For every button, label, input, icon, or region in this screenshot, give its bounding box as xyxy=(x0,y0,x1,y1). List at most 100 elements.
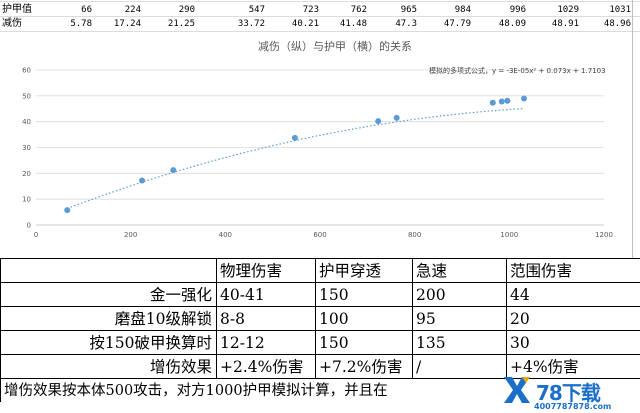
stats-table: 物理伤害 护甲穿透 急速 范围伤害 金一强化 40-41 150 200 44 … xyxy=(0,258,640,413)
trendline-formula: 模拟的多项式公式，y = -3E-05x² + 0.073x + 1.7103 xyxy=(429,66,606,75)
sheet-cell: 984 xyxy=(454,5,471,15)
sheet-cell: 224 xyxy=(124,5,141,15)
sheet-cell: 47.79 xyxy=(443,19,471,29)
sheet-cell: 762 xyxy=(350,5,367,15)
data-point xyxy=(139,177,146,184)
x-tick-label: 600 xyxy=(313,231,326,239)
row-label: 按150破甲换算时 xyxy=(0,330,217,355)
data-point xyxy=(375,118,382,125)
table-row: 增伤效果 +2.4%伤害 +7.2%伤害 / +4%伤害 xyxy=(0,354,640,379)
sheet-cell: 40.21 xyxy=(291,19,319,29)
column-header: 物理伤害 xyxy=(216,258,316,283)
sheet-cell: 723 xyxy=(302,5,319,15)
y-tick-label: 10 xyxy=(22,196,31,204)
trendline xyxy=(66,107,525,210)
table-cell: 12-12 xyxy=(216,330,316,355)
y-tick-label: 20 xyxy=(22,170,31,178)
watermark-logo: 78下载 4007787878.com xyxy=(500,374,640,413)
spreadsheet-strip: 护甲值 66 224 290 547 723 762 965 984 996 1… xyxy=(0,0,640,34)
sheet-row-armor: 护甲值 66 224 290 547 723 762 965 984 996 1… xyxy=(0,3,640,18)
scatter-chart: 减伤（纵）与护甲（横）的关系 0 200 400 600 800 1000 1200 0 10… xyxy=(22,39,613,239)
row-header-armor: 护甲值 xyxy=(2,4,32,15)
table-cell: 150 xyxy=(315,282,413,307)
x-logo-icon xyxy=(504,377,530,403)
x-tick-label: 1000 xyxy=(500,231,518,239)
sheet-cell: 48.96 xyxy=(603,19,631,29)
table-corner xyxy=(0,258,217,283)
table-row: 磨盘10级解锁 8-8 100 95 20 xyxy=(0,306,640,331)
table-cell: 44 xyxy=(506,282,640,307)
gridlines xyxy=(36,69,604,226)
table-cell: 8-8 xyxy=(216,306,316,331)
sheet-cell: 290 xyxy=(178,5,195,15)
table-row: 金一强化 40-41 150 200 44 xyxy=(0,282,640,307)
column-header: 护甲穿透 xyxy=(315,258,413,283)
sheet-cell: 41.48 xyxy=(339,19,367,29)
y-tick-label: 50 xyxy=(22,92,31,100)
column-header: 急速 xyxy=(412,258,507,283)
table-cell: +4%伤害 xyxy=(506,354,640,379)
table-cell: +7.2%伤害 xyxy=(315,354,413,379)
sheet-cell: 965 xyxy=(400,5,417,15)
y-tick-label: 0 xyxy=(27,222,31,230)
sheet-cell: 547 xyxy=(248,5,265,15)
sheet-cell: 48.09 xyxy=(498,19,526,29)
data-point xyxy=(498,98,505,105)
row-label: 金一强化 xyxy=(0,282,217,307)
table-cell: 150 xyxy=(315,330,413,355)
sheet-row-reduction: 减伤 5.78 17.24 21.25 33.72 40.21 41.48 47… xyxy=(0,17,640,32)
table-cell: 100 xyxy=(315,306,413,331)
right-border xyxy=(632,0,633,258)
sheet-cell: 66 xyxy=(81,5,92,15)
table-cell: 135 xyxy=(412,330,507,355)
y-tick-label: 40 xyxy=(22,118,31,126)
trendline-path xyxy=(66,107,525,210)
x-axis-ticks: 0 200 400 600 800 1000 1200 xyxy=(34,231,613,239)
grid-line xyxy=(0,1,640,2)
table-footnote-row: 增伤效果按本体500攻击，对方1000护甲模拟计算，并且在 xyxy=(0,378,640,402)
sheet-cell: 33.72 xyxy=(237,19,265,29)
row-label: 增伤效果 xyxy=(0,354,217,379)
table-row: 按150破甲换算时 12-12 150 135 30 xyxy=(0,330,640,355)
row-header-reduction: 减伤 xyxy=(2,18,22,29)
sheet-cell: 1031 xyxy=(609,5,631,15)
data-point xyxy=(504,97,511,104)
x-tick-label: 200 xyxy=(124,231,137,239)
row-label: 磨盘10级解锁 xyxy=(0,306,217,331)
x-tick-label: 400 xyxy=(219,231,232,239)
table-cell: 40-41 xyxy=(216,282,316,307)
data-point xyxy=(291,134,298,141)
sheet-cell: 21.25 xyxy=(167,19,195,29)
x-tick-label: 0 xyxy=(34,231,38,239)
sheet-cell: 47.3 xyxy=(395,19,417,29)
data-point xyxy=(521,95,528,102)
watermark-brand: 78下载 xyxy=(536,381,601,405)
data-point xyxy=(170,167,177,174)
grid-line xyxy=(0,31,640,32)
table-cell: +2.4%伤害 xyxy=(216,354,316,379)
table-cell: 95 xyxy=(412,306,507,331)
watermark-url: 4007787878.com xyxy=(534,402,612,411)
table-cell: / xyxy=(412,354,507,379)
data-point xyxy=(393,114,400,121)
table-cell: 20 xyxy=(506,306,640,331)
x-tick-label: 1200 xyxy=(595,231,613,239)
data-points xyxy=(64,95,528,214)
grid-line xyxy=(0,16,640,17)
y-tick-label: 30 xyxy=(22,144,31,152)
chart-title: 减伤（纵）与护甲（横）的关系 xyxy=(258,39,412,53)
sheet-cell: 996 xyxy=(509,5,526,15)
footnote: 增伤效果按本体500攻击，对方1000护甲模拟计算，并且在 xyxy=(0,378,640,402)
y-tick-label: 60 xyxy=(22,67,31,75)
sheet-cell: 1029 xyxy=(557,5,579,15)
sheet-cell: 48.91 xyxy=(551,19,579,29)
sheet-cell: 17.24 xyxy=(113,19,141,29)
data-point xyxy=(489,99,496,106)
sheet-cell: 5.78 xyxy=(70,19,92,29)
x-tick-label: 800 xyxy=(408,231,421,239)
y-axis-ticks: 0 10 20 30 40 50 60 xyxy=(22,67,31,230)
column-header: 范围伤害 xyxy=(506,258,640,283)
data-point xyxy=(64,207,71,214)
table-cell: 200 xyxy=(412,282,507,307)
table-cell: 30 xyxy=(506,330,640,355)
